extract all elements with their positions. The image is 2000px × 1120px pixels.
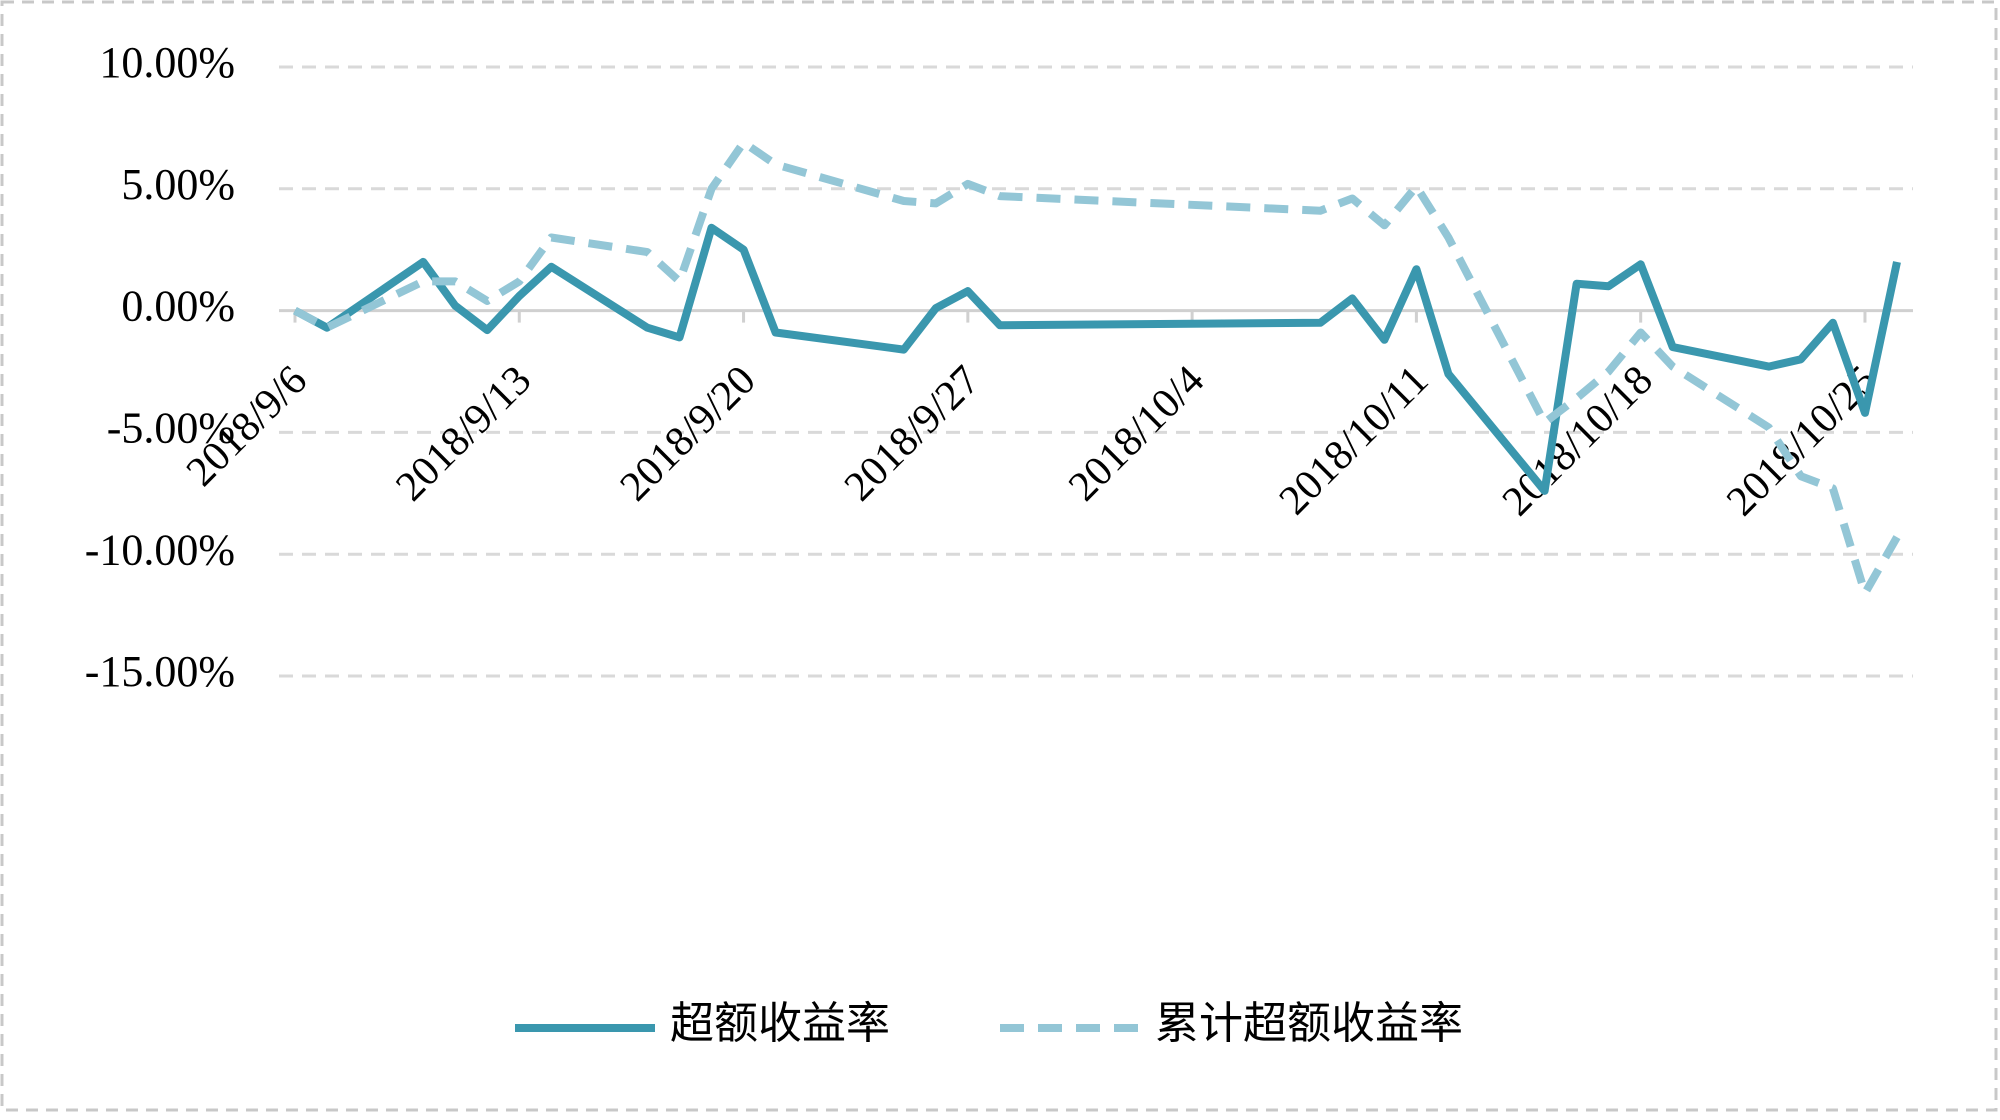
y-tick-label: 10.00% bbox=[99, 38, 235, 87]
legend-label: 超额收益率 bbox=[670, 999, 890, 1048]
y-tick-label: -10.00% bbox=[85, 525, 235, 574]
x-tick-label: 2018/10/25 bbox=[1718, 357, 1886, 525]
x-tick-label: 2018/10/18 bbox=[1494, 357, 1662, 525]
x-tick-label: 2018/10/4 bbox=[1060, 357, 1213, 510]
y-tick-label: 0.00% bbox=[121, 282, 235, 331]
x-tick-label: 2018/10/11 bbox=[1271, 357, 1438, 524]
y-tick-label: -5.00% bbox=[107, 403, 235, 452]
legend-label: 累计超额收益率 bbox=[1155, 999, 1463, 1048]
series-line bbox=[293, 138, 1901, 598]
y-tick-label: -15.00% bbox=[85, 647, 235, 696]
series-line bbox=[293, 223, 1901, 495]
y-tick-label: 5.00% bbox=[121, 160, 235, 209]
